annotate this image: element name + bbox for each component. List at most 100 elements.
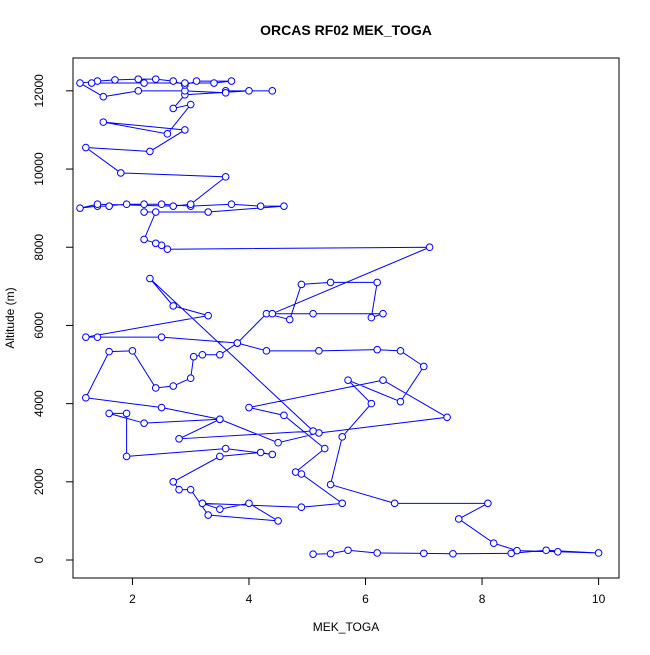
data-point xyxy=(425,243,434,252)
data-point xyxy=(181,126,189,134)
data-point xyxy=(111,76,119,84)
data-point xyxy=(373,345,381,354)
data-point xyxy=(93,333,102,341)
data-point xyxy=(175,435,183,443)
data-point xyxy=(245,87,253,95)
data-point xyxy=(140,79,148,87)
data-point xyxy=(140,200,148,209)
data-point xyxy=(542,546,550,555)
data-point xyxy=(99,92,108,101)
data-point xyxy=(82,333,90,341)
data-point xyxy=(454,515,463,523)
data-point xyxy=(134,75,143,83)
data-point xyxy=(87,79,96,87)
data-point xyxy=(186,100,195,109)
x-tick-label: 2 xyxy=(129,592,136,606)
data-point xyxy=(169,202,178,210)
data-point xyxy=(344,546,352,555)
data-point xyxy=(379,376,387,384)
y-tick-label: 4000 xyxy=(32,390,46,417)
x-tick-label: 4 xyxy=(246,592,253,606)
data-point xyxy=(146,274,154,283)
data-point xyxy=(309,427,317,435)
y-tick-label: 2000 xyxy=(32,468,46,495)
data-point xyxy=(449,549,457,558)
x-axis-label: MEK_TOGA xyxy=(313,620,379,634)
data-point xyxy=(297,280,306,289)
data-point xyxy=(513,546,521,555)
data-point xyxy=(216,415,224,424)
data-point xyxy=(122,452,131,461)
data-point xyxy=(396,397,405,406)
data-point xyxy=(227,77,236,85)
data-point xyxy=(326,480,335,489)
data-point xyxy=(140,235,148,244)
data-point xyxy=(262,347,271,355)
data-point xyxy=(338,499,347,508)
data-point xyxy=(186,200,195,209)
data-point xyxy=(309,550,317,558)
data-point xyxy=(379,309,387,318)
data-point xyxy=(280,411,288,420)
data-point xyxy=(82,393,90,402)
data-point xyxy=(99,118,108,126)
data-point xyxy=(245,403,253,412)
data-point xyxy=(140,419,148,427)
data-point xyxy=(297,470,306,478)
chart-title: ORCAS RF02 MEK_TOGA xyxy=(260,22,432,38)
data-point xyxy=(554,548,562,556)
data-point xyxy=(93,200,102,209)
data-point xyxy=(157,200,166,209)
data-point xyxy=(204,311,212,320)
data-point xyxy=(268,450,277,459)
data-point xyxy=(105,347,113,356)
data-point xyxy=(151,75,160,83)
data-point xyxy=(169,382,178,390)
data-point xyxy=(151,384,160,392)
data-point xyxy=(204,208,212,216)
data-point xyxy=(186,374,195,383)
data-point xyxy=(105,202,113,210)
y-tick-label: 0 xyxy=(32,556,46,563)
data-point xyxy=(204,511,212,519)
data-point xyxy=(373,549,381,557)
data-point xyxy=(163,130,172,138)
data-point xyxy=(189,352,198,361)
data-point xyxy=(134,87,143,95)
data-point xyxy=(76,79,84,87)
data-point xyxy=(151,208,160,216)
data-point xyxy=(256,448,265,457)
y-tick-label: 8000 xyxy=(32,234,46,261)
data-point xyxy=(216,505,224,513)
data-point xyxy=(151,239,160,248)
data-point xyxy=(210,79,218,87)
data-point xyxy=(315,347,323,355)
data-point xyxy=(484,499,492,508)
y-tick-label: 12000 xyxy=(32,74,46,108)
data-point xyxy=(198,350,207,359)
data-point xyxy=(181,79,189,87)
data-point xyxy=(146,147,154,156)
data-point xyxy=(594,549,603,557)
data-point xyxy=(285,315,294,324)
data-point xyxy=(367,399,376,408)
data-point xyxy=(216,350,224,359)
y-tick-label: 6000 xyxy=(32,312,46,339)
data-point xyxy=(122,200,131,209)
data-point xyxy=(221,173,230,181)
data-point xyxy=(419,362,428,371)
data-point xyxy=(169,478,178,486)
data-point xyxy=(320,444,329,453)
data-point xyxy=(76,204,84,212)
data-point xyxy=(169,77,178,85)
data-point xyxy=(192,77,201,85)
data-point xyxy=(216,452,224,461)
data-point xyxy=(163,245,172,253)
data-point xyxy=(326,278,335,287)
data-point xyxy=(140,208,148,216)
data-point xyxy=(274,517,282,525)
data-point xyxy=(169,302,178,310)
data-point xyxy=(396,347,405,355)
x-tick-label: 8 xyxy=(479,592,486,606)
